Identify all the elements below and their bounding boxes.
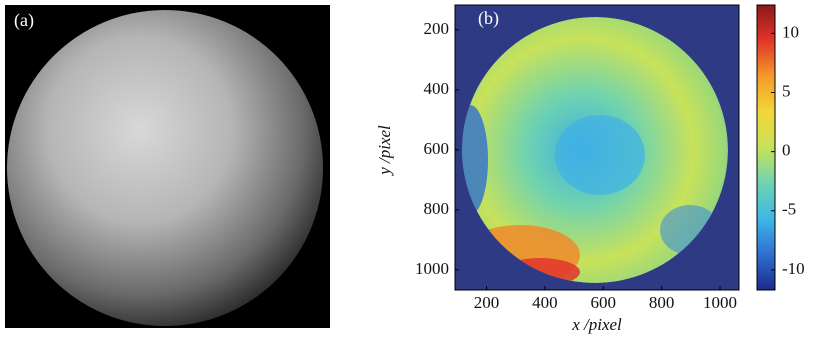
x-tick-label: 400 bbox=[532, 293, 558, 312]
colorbar-tick-label: 0 bbox=[782, 141, 791, 160]
panel-label: (a) bbox=[14, 10, 34, 31]
x-axis-label: x /pixel bbox=[571, 315, 622, 334]
colorbar-tick-label: -5 bbox=[782, 200, 796, 219]
y-tick-label: 800 bbox=[424, 199, 450, 218]
y-tick-label: 600 bbox=[424, 139, 450, 158]
colorbar-tick-label: 5 bbox=[782, 81, 791, 100]
sphere-image bbox=[7, 10, 323, 326]
colorbar-tick-label: 10 bbox=[782, 22, 799, 41]
x-tick-label: 800 bbox=[649, 293, 675, 312]
colorbar bbox=[757, 5, 775, 290]
colorbar-tick-label: -10 bbox=[782, 259, 805, 278]
x-tick-label: 600 bbox=[591, 293, 617, 312]
y-tick-label: 400 bbox=[424, 79, 450, 98]
y-tick-label: 1000 bbox=[415, 259, 449, 278]
y-tick-label: 200 bbox=[424, 19, 450, 38]
x-tick-label: 200 bbox=[474, 293, 500, 312]
y-axis-label: y /pixel bbox=[375, 125, 394, 177]
x-tick-label: 1000 bbox=[703, 293, 737, 312]
figure: (a) (b) x /pixel y /pixel 200 400 600 800 10… bbox=[0, 0, 819, 338]
panel-label: (b) bbox=[478, 8, 499, 29]
